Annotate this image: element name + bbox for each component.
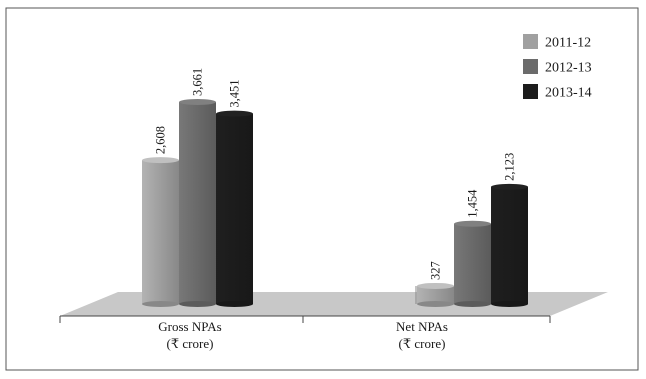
- bar-base: [216, 301, 253, 307]
- bar-base: [454, 301, 491, 307]
- bar-base: [491, 301, 528, 307]
- legend-swatch: [523, 34, 538, 49]
- data-label: 3,661: [191, 68, 205, 96]
- data-label: 2,608: [154, 126, 168, 154]
- bar-cap: [454, 220, 491, 227]
- bar-2011-12-net: [417, 282, 454, 307]
- legend-label: 2013-14: [545, 86, 592, 101]
- x-tick-label: (₹ crore): [167, 336, 214, 351]
- bar-body: [179, 102, 216, 304]
- bar-2012-13-gross: [179, 99, 216, 307]
- x-axis-ticks: [59, 286, 551, 323]
- bar-cap: [491, 183, 528, 190]
- bar-cap: [142, 157, 179, 164]
- bar-base: [142, 301, 179, 307]
- bar-body: [216, 113, 253, 304]
- legend-swatch: [523, 59, 538, 74]
- bar-2011-12-gross: [142, 157, 179, 307]
- data-label: 1,454: [466, 189, 480, 218]
- bars-group: 2,608 3,661 3,451 327 1,454 2,123: [142, 68, 528, 307]
- bar-body: [454, 223, 491, 304]
- chart-frame: [5, 7, 639, 371]
- bar-2013-14-gross: [216, 110, 253, 307]
- bar-cap: [216, 110, 253, 117]
- legend-label: 2012-13: [545, 61, 592, 76]
- x-tick-label: (₹ crore): [399, 336, 446, 351]
- bar-body: [142, 160, 179, 304]
- x-tick-label: Gross NPAs: [158, 319, 221, 334]
- bar-base: [417, 301, 454, 307]
- bar-body: [417, 285, 454, 304]
- bar-body: [491, 186, 528, 304]
- legend: 2011-12 2012-13 2013-14: [523, 34, 592, 101]
- data-label: 2,123: [503, 153, 517, 181]
- bar-2013-14-net: [491, 183, 528, 307]
- bar-cap: [179, 99, 216, 105]
- legend-swatch: [523, 84, 538, 99]
- bar-cap: [417, 282, 454, 289]
- data-label: 327: [429, 261, 443, 280]
- x-tick-label: Net NPAs: [396, 319, 448, 334]
- bar-2012-13-net: [454, 220, 491, 307]
- data-label: 3,451: [228, 79, 242, 107]
- x-tick-labels: Gross NPAs (₹ crore) Net NPAs (₹ crore): [158, 319, 448, 351]
- bar-base: [179, 301, 216, 307]
- legend-label: 2011-12: [545, 36, 591, 51]
